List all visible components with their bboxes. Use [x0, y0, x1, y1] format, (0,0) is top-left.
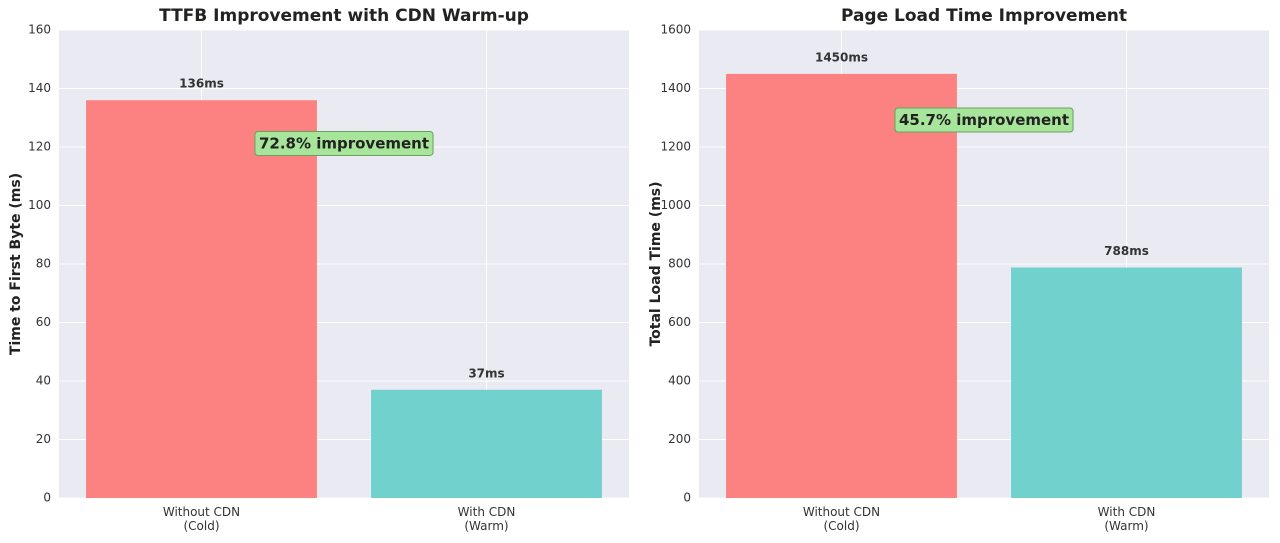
annotation: 72.8% improvement: [254, 130, 434, 156]
y-tick-label: 60: [36, 315, 51, 329]
annotation-text: 45.7% improvement: [899, 111, 1069, 129]
y-tick-label: 800: [668, 257, 691, 271]
y-tick-label: 1000: [660, 198, 691, 212]
x-tick-label: Without CDN (Cold): [802, 505, 881, 533]
annotation: 45.7% improvement: [894, 107, 1074, 133]
value-label: 136ms: [179, 77, 224, 91]
x-tick-label: Without CDN (Cold): [162, 505, 241, 533]
annotation-box: [254, 130, 434, 156]
chart-title: Page Load Time Improvement: [841, 6, 1127, 26]
chart-title: TTFB Improvement with CDN Warm-up: [159, 6, 529, 26]
y-tick-label: 40: [36, 374, 51, 388]
y-tick-label: 1600: [660, 23, 691, 37]
y-axis-label: Time to First Byte (ms): [8, 173, 24, 355]
annotation-box: [894, 107, 1074, 133]
y-tick-label: 1400: [660, 81, 691, 95]
value-label: 37ms: [468, 366, 504, 380]
y-tick-label: 80: [36, 257, 51, 271]
x-tick-label: With CDN (Warm): [1097, 505, 1156, 533]
y-tick-label: 0: [683, 491, 691, 505]
value-label: 788ms: [1104, 244, 1149, 258]
y-tick-label: 0: [43, 491, 51, 505]
value-label: 1450ms: [815, 50, 868, 64]
y-tick-label: 140: [28, 81, 51, 95]
y-tick-label: 160: [28, 23, 51, 37]
y-tick-label: 400: [668, 374, 691, 388]
y-tick-label: 100: [28, 198, 51, 212]
y-tick-label: 200: [668, 432, 691, 446]
annotation-text: 72.8% improvement: [259, 134, 429, 152]
bar: [1011, 267, 1242, 498]
y-tick-label: 600: [668, 315, 691, 329]
x-tick-label: With CDN (Warm): [457, 505, 516, 533]
y-tick-label: 120: [28, 140, 51, 154]
bar: [86, 100, 317, 498]
y-axis-label: Total Load Time (ms): [648, 181, 664, 346]
bar: [371, 389, 602, 498]
y-tick-label: 20: [36, 432, 51, 446]
y-tick-label: 1200: [660, 140, 691, 154]
bar: [726, 73, 957, 498]
